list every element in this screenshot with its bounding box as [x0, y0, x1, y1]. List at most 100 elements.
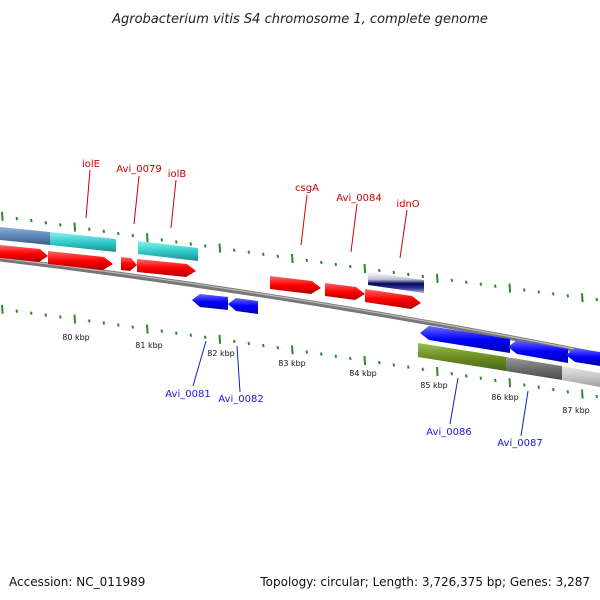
- minor-tick: [378, 268, 381, 273]
- minor-tick: [479, 376, 483, 380]
- major-tick: [1, 211, 4, 221]
- minor-tick: [204, 335, 207, 339]
- scale-label: 80 kbp: [62, 333, 90, 342]
- minor-tick: [595, 297, 599, 302]
- minor-tick: [262, 252, 265, 256]
- major-tick: [508, 378, 512, 388]
- minor-tick: [175, 240, 178, 244]
- outer-tick-ring: [1, 211, 599, 303]
- minor-tick: [102, 321, 106, 325]
- minor-tick: [30, 218, 33, 223]
- minor-tick: [450, 278, 454, 282]
- major-tick: [291, 253, 294, 263]
- scale-labels: 80 kbp 81 kbp 82 kbp 83 kbp 84 kbp 85 kb…: [62, 333, 590, 415]
- major-tick: [436, 366, 439, 377]
- scale-label: 82 kbp: [207, 349, 235, 358]
- minor-tick: [465, 280, 468, 284]
- major-tick: [291, 345, 294, 355]
- minor-tick: [276, 346, 280, 350]
- minor-tick: [334, 262, 338, 267]
- minor-tick: [247, 341, 251, 346]
- major-tick: [146, 233, 149, 243]
- minor-tick: [349, 356, 352, 361]
- gene-label-Avi_0082: Avi_0082: [218, 394, 263, 405]
- topology-text: Topology: circular; Length: 3,726,375 bp…: [259, 575, 590, 589]
- major-tick: [73, 222, 77, 232]
- minor-tick: [349, 264, 352, 269]
- label-leader-line: [399, 209, 408, 259]
- forward-gene-labels: iolE Avi_0079 iolB csgA Avi_0084 idnO: [82, 159, 420, 259]
- label-leader-line: [170, 179, 177, 229]
- minor-tick: [552, 292, 555, 296]
- minor-tick: [15, 216, 19, 221]
- minor-tick: [88, 319, 91, 323]
- scale-label: 85 kbp: [420, 381, 448, 390]
- minor-tick: [59, 315, 62, 319]
- major-tick: [146, 324, 149, 334]
- minor-tick: [552, 387, 555, 392]
- minor-tick: [421, 274, 425, 279]
- steelblue-feature: [0, 227, 50, 245]
- navy-feature-idnO: [368, 272, 424, 293]
- minor-tick: [494, 378, 497, 383]
- minor-tick: [30, 311, 33, 315]
- cds-arrow-reverse: [228, 298, 258, 314]
- scale-label: 86 kbp: [491, 393, 519, 402]
- major-tick: [363, 356, 367, 366]
- map-title: Agrobacterium vitis S4 chromosome 1, com…: [111, 12, 488, 27]
- major-tick: [73, 314, 77, 324]
- gene-label-Avi_0086: Avi_0086: [426, 427, 471, 438]
- major-tick: [363, 263, 367, 274]
- minor-tick: [566, 390, 570, 394]
- minor-tick: [305, 350, 309, 354]
- cds-arrow-forward: [365, 289, 421, 309]
- minor-tick: [595, 394, 599, 399]
- label-leader-line: [192, 340, 207, 387]
- minor-tick: [117, 323, 120, 327]
- olive-feature: [418, 343, 506, 371]
- minor-tick: [421, 367, 425, 371]
- gene-label-Avi_0084: Avi_0084: [336, 193, 381, 204]
- major-tick: [436, 273, 439, 283]
- minor-tick: [131, 233, 135, 238]
- backbone-ring: [0, 256, 600, 358]
- minor-tick: [160, 329, 164, 333]
- cds-arrow-reverse: [192, 294, 228, 310]
- major-tick: [581, 293, 584, 303]
- minor-tick: [175, 331, 178, 335]
- reverse-feature-track: [192, 294, 600, 387]
- minor-tick: [305, 258, 309, 263]
- label-leader-line: [236, 345, 241, 393]
- gray-feature: [506, 357, 562, 380]
- minor-tick: [160, 238, 164, 242]
- minor-tick: [494, 284, 497, 288]
- minor-tick: [523, 383, 526, 387]
- minor-tick: [44, 313, 48, 317]
- gene-label-Avi_0081: Avi_0081: [165, 389, 210, 400]
- minor-tick: [117, 231, 120, 236]
- cds-arrow-forward: [270, 276, 321, 294]
- minor-tick: [262, 343, 265, 348]
- inner-tick-ring: [1, 304, 599, 399]
- forward-feature-track: [0, 227, 424, 309]
- gene-label-Avi_0079: Avi_0079: [116, 164, 161, 175]
- minor-tick: [233, 248, 236, 252]
- minor-tick: [392, 270, 396, 275]
- minor-tick: [189, 242, 193, 246]
- minor-tick: [189, 333, 193, 337]
- lightgray-feature: [562, 366, 600, 387]
- label-leader-line: [133, 175, 140, 225]
- minor-tick: [88, 227, 91, 231]
- label-leader-line: [300, 194, 308, 246]
- cds-arrow-reverse: [420, 326, 510, 353]
- minor-tick: [479, 282, 483, 286]
- minor-tick: [233, 339, 236, 344]
- cds-arrow-forward: [121, 257, 137, 271]
- major-tick: [508, 283, 512, 293]
- scale-label: 81 kbp: [135, 341, 163, 350]
- reverse-gene-labels: Avi_0081 Avi_0082 Avi_0086 Avi_0087: [165, 340, 543, 449]
- major-tick: [581, 389, 584, 399]
- accession-text: Accession: NC_011989: [9, 575, 145, 589]
- cyan-feature-iolB: [138, 241, 198, 261]
- minor-tick: [450, 372, 454, 376]
